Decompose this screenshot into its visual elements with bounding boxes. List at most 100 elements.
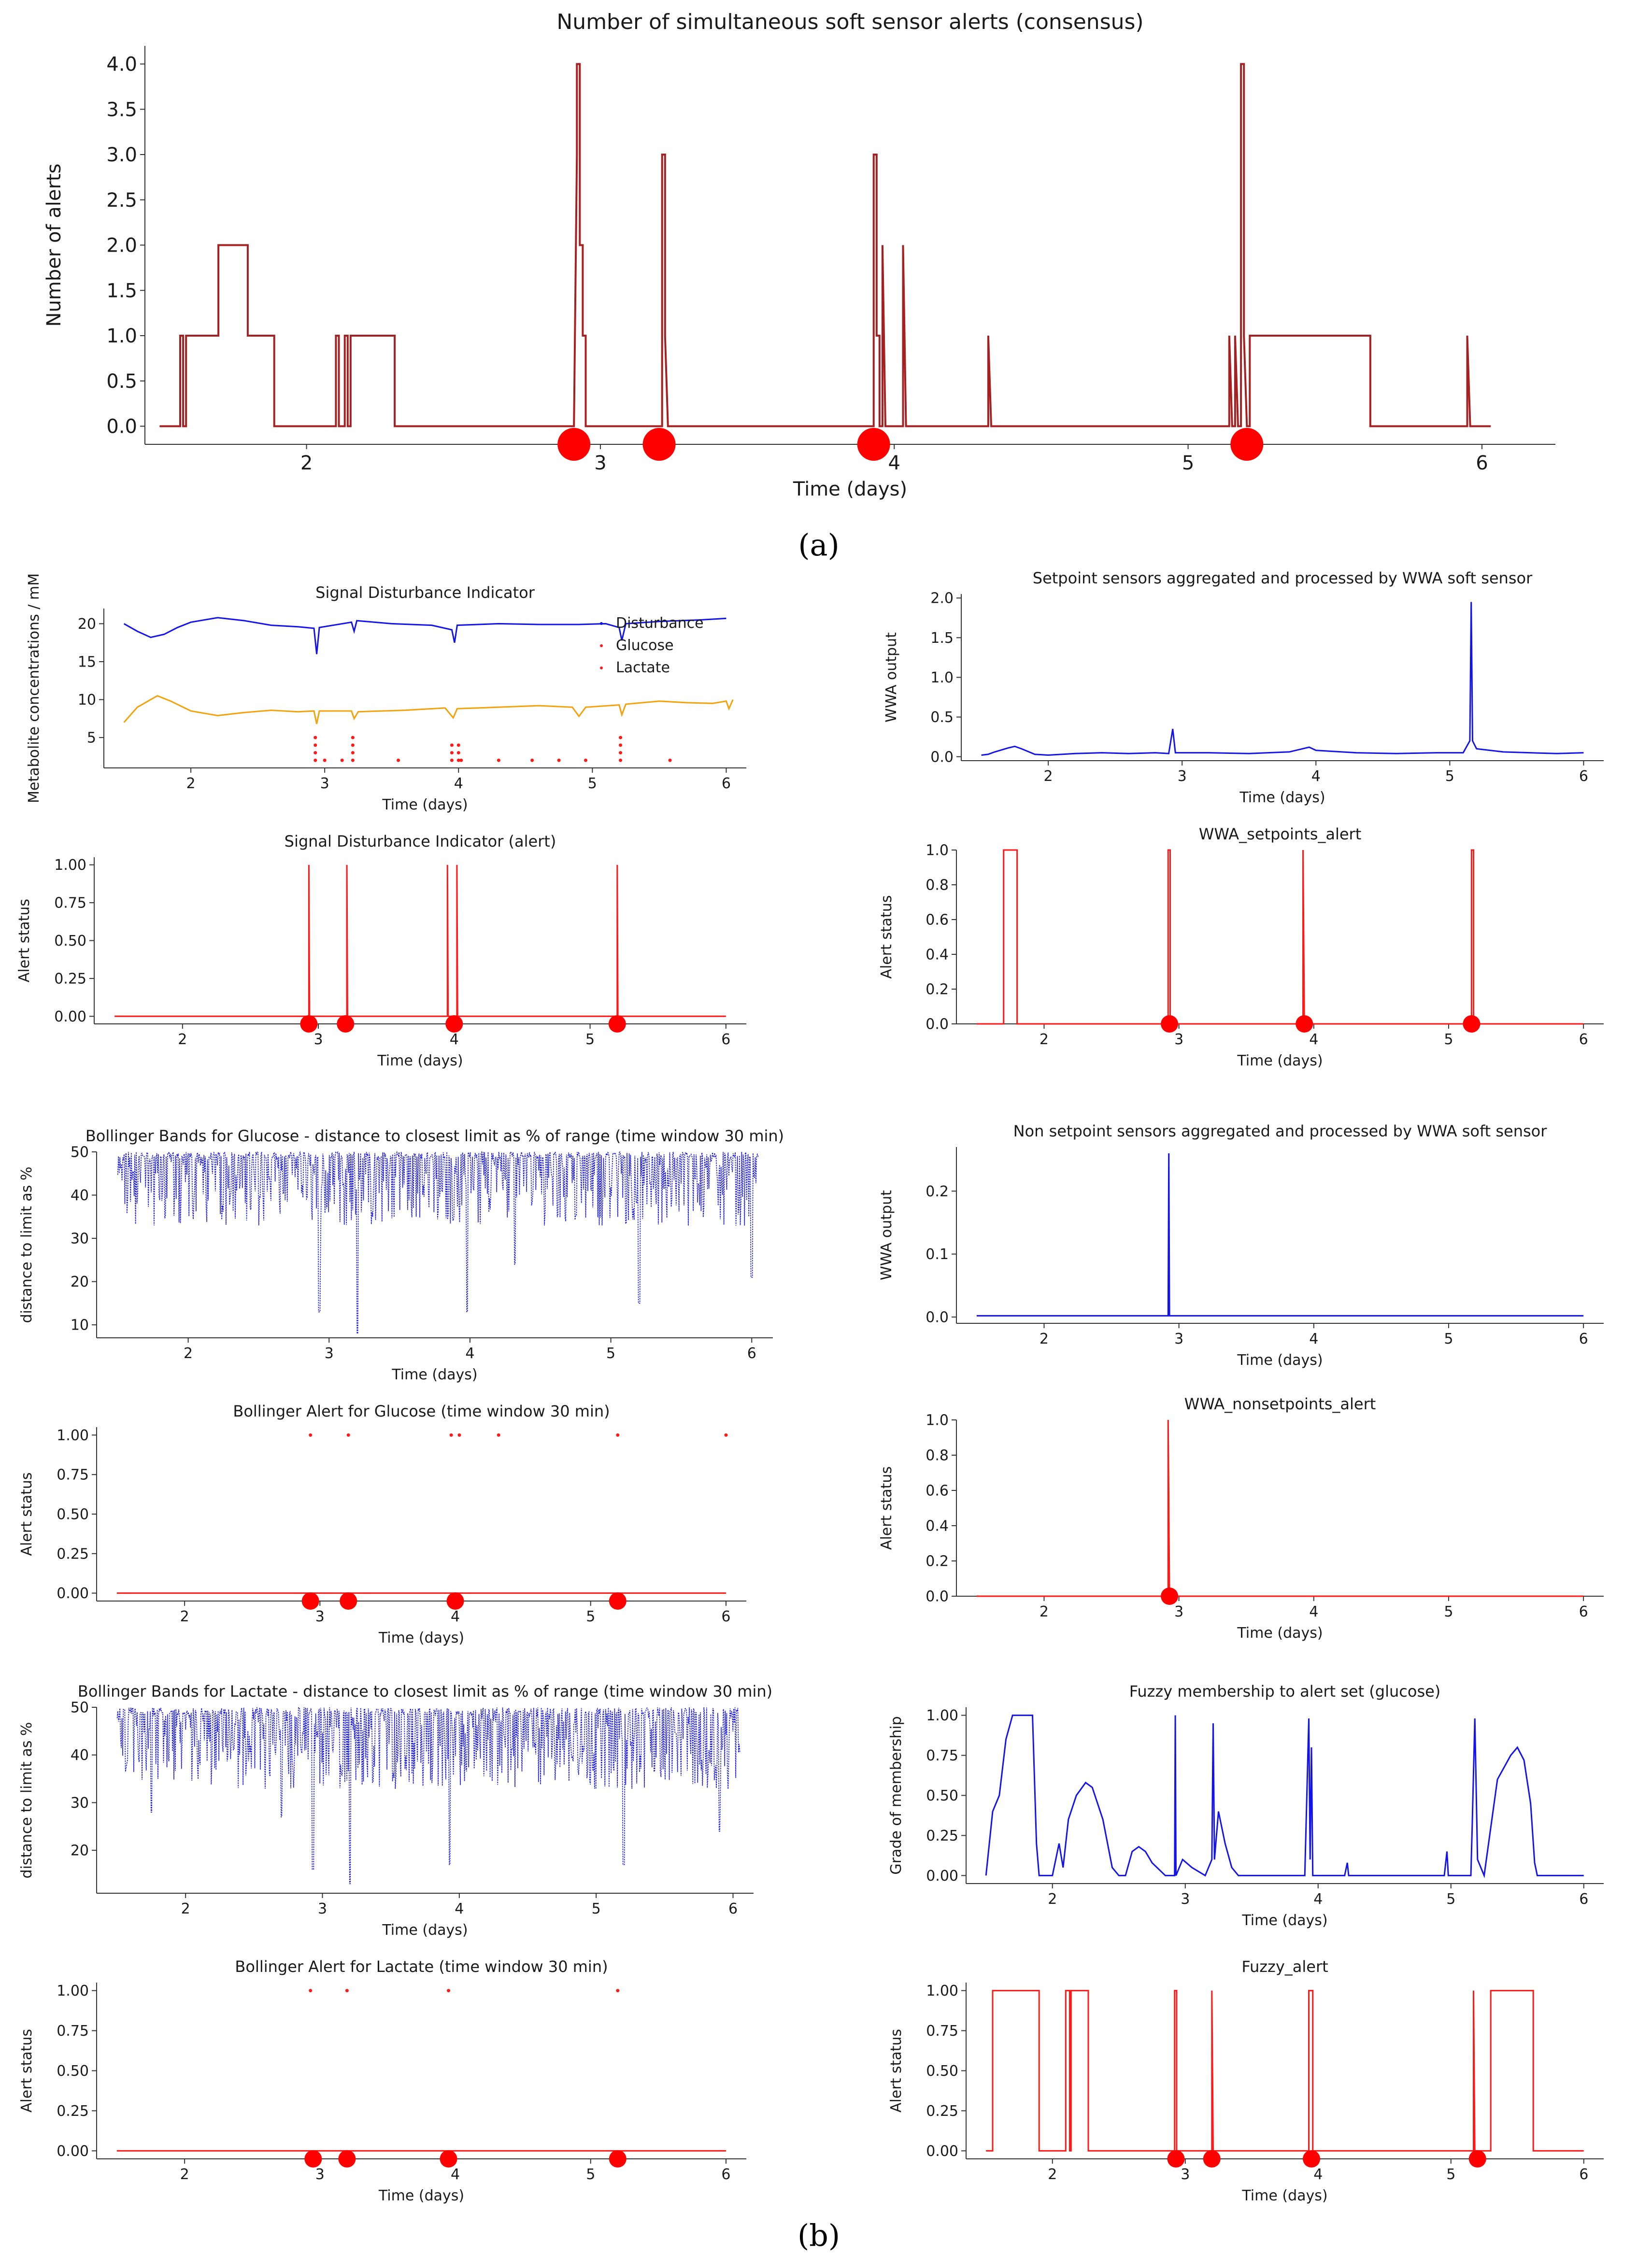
y-tick-label: 20 [71,1843,89,1859]
legend-marker [600,666,603,669]
x-tick-label: 2 [186,775,196,792]
y-tick-label: 3.5 [106,99,137,121]
x-tick-label: 5 [1446,1891,1455,1908]
x-tick-label: 5 [1444,1031,1453,1048]
y-tick-label: 0.75 [926,2023,958,2040]
y-axis-label: distance to limit as % [18,1722,35,1879]
y-tick-label: 0.6 [926,1483,949,1500]
x-axis-label: Time (days) [378,1630,464,1646]
chart-boll_lac: Bollinger Bands for Lactate - distance t… [18,1682,772,1939]
y-tick-label: 0.25 [54,970,86,987]
alert-point [346,1433,350,1437]
event-marker [337,1015,355,1033]
event-marker [340,1592,357,1610]
x-axis-label: Time (days) [1241,1912,1327,1929]
event-marker [1167,2150,1185,2168]
x-tick-label: 3 [314,1031,323,1048]
x-tick-label: 5 [588,775,597,792]
event-marker [557,428,591,461]
x-tick-label: 3 [1181,1891,1190,1908]
x-tick-label: 4 [888,452,900,474]
legend-marker [600,622,603,625]
disturbance-point [351,758,355,762]
chart-title: Non setpoint sensors aggregated and proc… [1013,1122,1548,1140]
chart-wwa_set_alert: WWA_setpoints_alert 2 3 4 5 6 0.0 0.2 0.4 0.6 0.8 1… [878,825,1604,1069]
x-tick-label: 4 [450,1031,459,1048]
x-tick-label: 4 [1313,1891,1323,1908]
y-axis-label: WWA output [878,1190,895,1280]
x-tick-label: 5 [1445,768,1454,785]
x-axis-label: Time (days) [1241,2187,1327,2204]
x-tick-label: 6 [1579,2166,1588,2183]
y-tick-label: 15 [78,654,96,671]
series-WWA [976,1153,1584,1317]
disturbance-point [456,758,460,762]
chart-title: Signal Disturbance Indicator [315,583,535,602]
y-tick-label: 1.0 [926,1412,949,1429]
series-distance [117,1150,759,1334]
x-tick-label: 4 [454,775,463,792]
event-marker [609,1592,627,1610]
series-alert [976,1419,1584,1597]
disturbance-point [497,758,500,762]
disturbance-point [530,758,534,762]
y-tick-label: 0.0 [106,416,137,438]
x-axis-label: Time (days) [1237,1052,1323,1069]
y-tick-label: 1.00 [54,857,86,874]
y-tick-label: 5 [87,730,96,747]
x-tick-label: 3 [1174,1031,1183,1048]
event-marker [608,1015,626,1033]
y-axis-label: Number of alerts [43,164,65,327]
series-alert [976,849,1584,1025]
x-tick-label: 6 [1476,452,1488,474]
chart-boll_glu: Bollinger Bands for Glucose - distance t… [18,1127,784,1383]
series-Glucose [123,617,726,654]
x-tick-label: 4 [465,1345,474,1362]
y-tick-label: 1.00 [57,1983,89,1999]
x-tick-label: 3 [320,775,329,792]
x-tick-label: 4 [1309,1603,1318,1620]
x-tick-label: 3 [315,1608,325,1625]
y-tick-label: 1.5 [106,280,137,302]
x-tick-label: 3 [318,1900,327,1917]
y-tick-label: 0.5 [930,709,954,726]
y-tick-label: 0.75 [926,1747,958,1764]
y-tick-label: 0.50 [926,1787,958,1804]
y-tick-label: 0.0 [926,1016,949,1033]
x-tick-label: 6 [747,1345,756,1362]
event-marker [1463,1015,1481,1033]
x-tick-label: 6 [1579,1891,1588,1908]
x-tick-label: 6 [1579,768,1588,785]
chart-title: Fuzzy_alert [1241,1957,1328,1976]
y-tick-label: 0.25 [926,2103,958,2120]
x-tick-label: 4 [1309,1031,1318,1048]
y-tick-label: 1.00 [926,1983,958,1999]
chart-title: Bollinger Alert for Lactate (time window… [235,1957,608,1976]
y-tick-label: 0.00 [57,1585,89,1602]
y-tick-label: 0.2 [926,1183,949,1200]
series-Lactate [123,695,734,724]
x-tick-label: 3 [315,2166,325,2183]
y-tick-label: 20 [71,1274,89,1290]
y-axis-label: Alert status [18,2029,35,2112]
y-tick-label: 50 [71,1144,89,1161]
disturbance-point [313,758,317,762]
x-axis-label: Time (days) [382,796,468,813]
alert-point [447,1989,451,1993]
x-tick-label: 6 [1579,1031,1588,1048]
alert-point [497,1433,500,1437]
alert-point [724,1433,728,1437]
y-tick-label: 0.5 [106,370,137,393]
y-tick-label: 0.25 [57,1545,89,1562]
x-tick-label: 4 [1309,1331,1318,1347]
y-tick-label: 0.2 [926,981,949,998]
disturbance-point [450,758,454,762]
event-marker [300,1015,318,1033]
disturbance-point [450,751,454,755]
alert-point [616,1989,620,1993]
y-tick-label: 0.25 [926,1828,958,1844]
event-marker [301,1592,319,1610]
x-tick-label: 4 [455,1900,464,1917]
series-alerts [159,63,1491,427]
disturbance-point [456,751,460,755]
